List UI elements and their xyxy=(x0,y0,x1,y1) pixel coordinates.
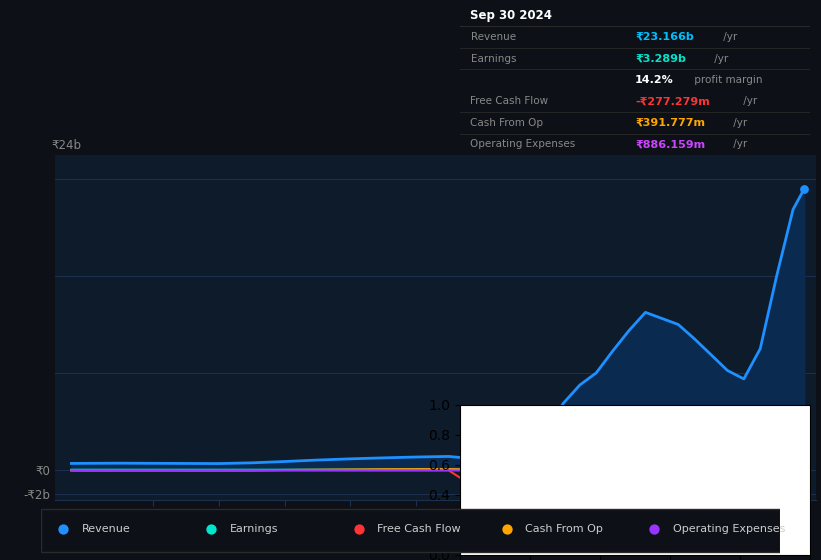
Text: Earnings: Earnings xyxy=(230,524,278,534)
Text: ₹3.289b: ₹3.289b xyxy=(635,54,686,64)
Point xyxy=(798,476,811,485)
Point xyxy=(648,525,661,534)
Text: /yr: /yr xyxy=(730,118,747,128)
Text: /yr: /yr xyxy=(740,96,757,106)
Text: ₹391.777m: ₹391.777m xyxy=(635,118,705,128)
Point xyxy=(500,525,513,534)
Text: /yr: /yr xyxy=(720,32,737,42)
Text: Free Cash Flow: Free Cash Flow xyxy=(378,524,461,534)
Text: Free Cash Flow: Free Cash Flow xyxy=(470,96,548,106)
Text: Cash From Op: Cash From Op xyxy=(525,524,603,534)
Point xyxy=(798,184,811,193)
Point xyxy=(204,525,218,534)
Text: Cash From Op: Cash From Op xyxy=(470,118,544,128)
Point xyxy=(57,525,70,534)
Text: Revenue: Revenue xyxy=(470,32,516,42)
Point xyxy=(798,469,811,478)
Text: ₹24b: ₹24b xyxy=(51,139,81,152)
FancyBboxPatch shape xyxy=(41,509,780,552)
Text: 14.2%: 14.2% xyxy=(635,75,674,85)
Text: ₹886.159m: ₹886.159m xyxy=(635,139,705,150)
Text: /yr: /yr xyxy=(730,139,747,150)
Text: ₹23.166b: ₹23.166b xyxy=(635,32,694,42)
Point xyxy=(798,426,811,435)
Text: profit margin: profit margin xyxy=(691,75,763,85)
Text: Sep 30 2024: Sep 30 2024 xyxy=(470,9,553,22)
Text: Operating Expenses: Operating Expenses xyxy=(470,139,576,150)
Point xyxy=(352,525,365,534)
Text: Revenue: Revenue xyxy=(82,524,131,534)
Point xyxy=(798,460,811,469)
Text: Operating Expenses: Operating Expenses xyxy=(673,524,785,534)
Text: /yr: /yr xyxy=(711,54,728,64)
Text: Earnings: Earnings xyxy=(470,54,516,64)
Text: -₹277.279m: -₹277.279m xyxy=(635,96,709,106)
